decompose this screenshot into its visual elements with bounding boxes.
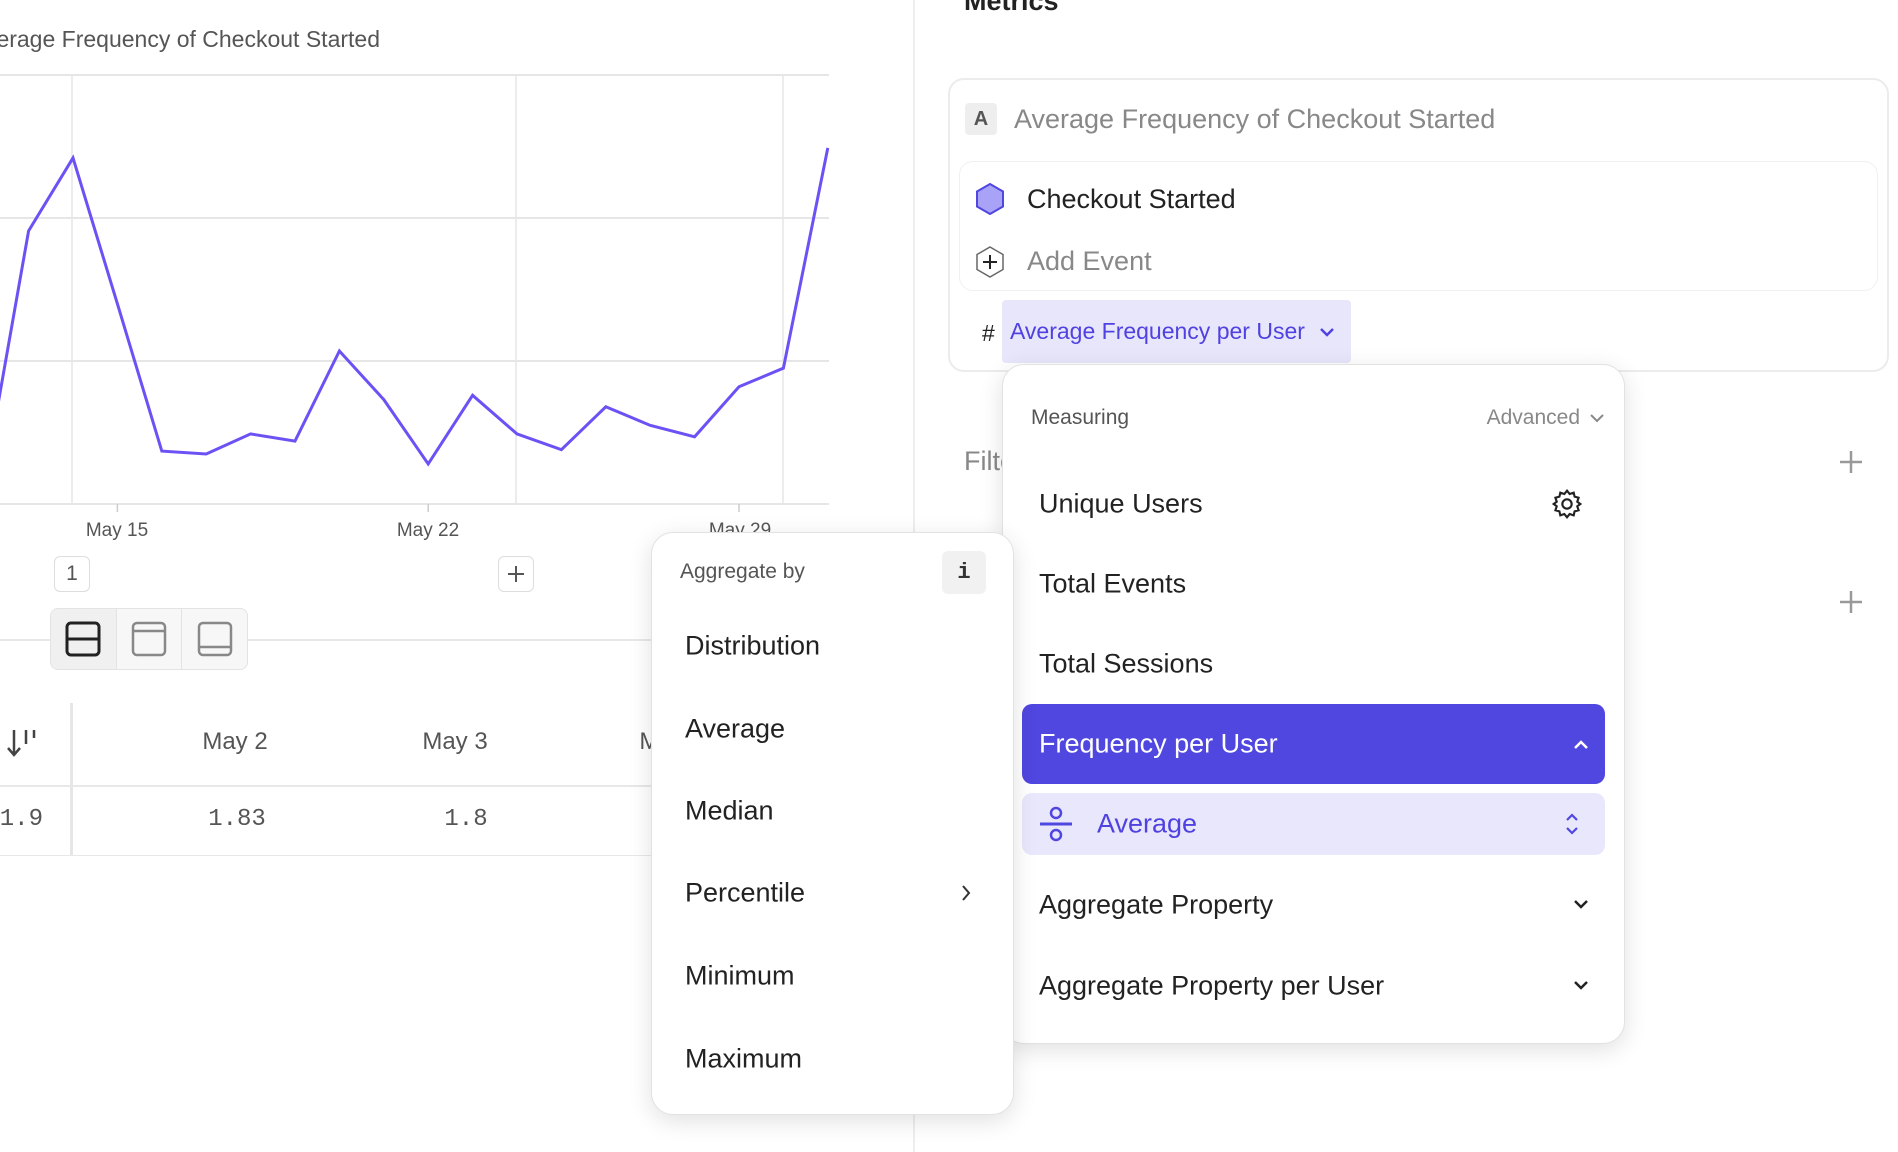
chevron-down-icon — [1590, 414, 1604, 423]
add-breakdown-icon[interactable] — [1839, 590, 1863, 614]
metric-badge: A — [965, 103, 997, 135]
aggregate-option-average[interactable]: Average — [685, 713, 786, 744]
chevron-down-icon — [1574, 900, 1588, 909]
layout-bottom-button[interactable] — [182, 609, 247, 669]
table-cell: 1.83 — [208, 806, 266, 833]
event-hexagon-icon — [976, 183, 1004, 215]
section-title: Metrics — [964, 0, 1059, 16]
aggregate-option-distribution[interactable]: Distribution — [685, 630, 821, 661]
column-header[interactable]: May 3 — [422, 728, 488, 755]
divide-icon — [1040, 806, 1072, 842]
add-hexagon-icon — [976, 246, 1004, 278]
aggregate-option-minimum[interactable]: Minimum — [685, 960, 795, 991]
aggregate-by-menu: Aggregate by i Distribution Average Medi… — [651, 532, 1014, 1115]
layout-toggle-group — [50, 608, 248, 670]
chevron-down-icon — [1320, 327, 1334, 337]
x-tick-label: May 15 — [85, 520, 149, 541]
chevron-down-icon — [1574, 981, 1588, 990]
add-event-label: Add Event — [1027, 246, 1152, 276]
page-number-button[interactable]: 1 — [54, 556, 90, 592]
chevron-right-icon — [962, 885, 971, 901]
x-tick-label: May 22 — [396, 520, 460, 541]
divider — [0, 639, 651, 641]
menu-item-total-events[interactable]: Total Events — [1039, 568, 1187, 599]
metric-card: A Average Frequency of Checkout Started … — [948, 78, 1889, 372]
measure-label: Average Frequency per User — [1010, 318, 1305, 344]
aggregate-option-percentile[interactable]: Percentile — [685, 877, 806, 908]
measuring-header: Measuring — [1031, 406, 1130, 429]
menu-item-total-sessions[interactable]: Total Sessions — [1039, 648, 1214, 679]
aggregate-header: Aggregate by — [680, 560, 805, 583]
aggregation-selector[interactable]: Average — [1022, 793, 1605, 855]
advanced-label: Advanced — [1486, 406, 1580, 429]
menu-item-unique-users[interactable]: Unique Users — [1039, 488, 1203, 519]
aggregation-label: Average — [1097, 808, 1198, 839]
line-chart — [0, 74, 830, 512]
event-list: Checkout Started Add Event — [959, 161, 1878, 291]
selected-label: Frequency per User — [1039, 728, 1278, 759]
sort-descending-icon[interactable] — [6, 726, 40, 760]
add-filter-icon[interactable] — [1839, 450, 1863, 474]
table-cell: 1.9 — [0, 806, 43, 833]
table-cell: 1.8 — [444, 806, 488, 833]
chart-title: Average Frequency of Checkout Started — [0, 26, 380, 52]
table-row-divider — [0, 785, 651, 787]
add-event-button[interactable]: Add Event — [960, 238, 1877, 288]
event-name: Checkout Started — [1027, 184, 1236, 214]
bottom-view-icon — [197, 621, 232, 657]
aggregate-option-maximum[interactable]: Maximum — [685, 1043, 803, 1074]
advanced-toggle[interactable]: Advanced — [1487, 406, 1604, 430]
info-icon[interactable]: i — [942, 551, 986, 594]
event-row[interactable]: Checkout Started — [960, 174, 1877, 224]
menu-item-aggregate-property[interactable]: Aggregate Property — [1039, 889, 1274, 920]
menu-item-aggregate-property-per-user[interactable]: Aggregate Property per User — [1039, 970, 1385, 1001]
measuring-menu: Measuring Advanced Unique Users Total Ev… — [1002, 364, 1625, 1044]
top-view-icon — [131, 621, 167, 657]
up-down-chevron-icon — [1566, 813, 1578, 835]
series-line — [0, 147, 830, 467]
add-button[interactable] — [498, 556, 534, 592]
measure-dropdown[interactable]: Average Frequency per User — [1002, 300, 1351, 363]
split-view-icon — [65, 621, 101, 657]
gear-icon[interactable] — [1551, 488, 1583, 520]
chevron-up-icon — [1574, 740, 1588, 749]
aggregate-option-median[interactable]: Median — [685, 795, 774, 826]
plus-icon — [508, 566, 524, 582]
column-header[interactable]: May 2 — [202, 728, 268, 755]
table-row-divider — [0, 855, 651, 856]
layout-split-button[interactable] — [51, 609, 117, 669]
menu-item-frequency-per-user[interactable]: Frequency per User — [1022, 704, 1605, 784]
layout-top-button[interactable] — [117, 609, 183, 669]
metric-title[interactable]: Average Frequency of Checkout Started — [1014, 104, 1496, 134]
column-divider — [70, 703, 73, 855]
measure-hash-icon: # — [982, 320, 995, 346]
